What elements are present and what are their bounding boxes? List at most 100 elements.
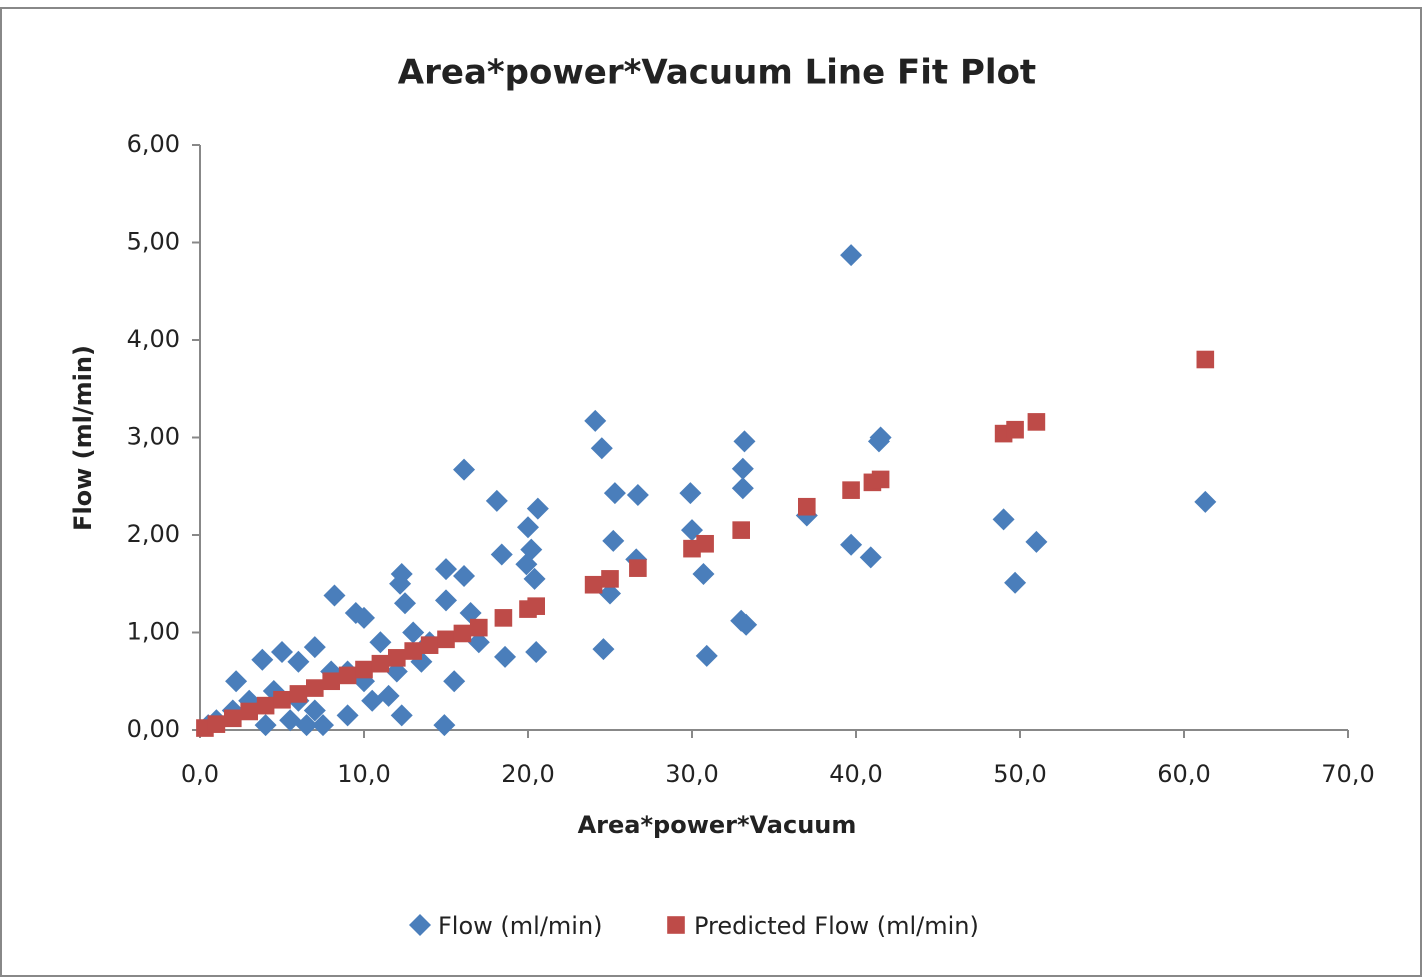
y-tick-label: 4,00 [127,325,180,353]
point [515,553,538,576]
x-tick-label: 20,0 [501,760,554,788]
legend-marker [667,916,685,934]
point [696,534,714,553]
point [732,521,750,539]
point [599,582,621,605]
point [692,563,715,585]
point [695,644,718,667]
point [526,497,549,520]
point [369,631,392,654]
point [287,650,310,673]
point [603,482,626,505]
point [1027,413,1046,431]
point [207,715,226,733]
point [389,572,412,595]
point [1194,490,1217,513]
point [433,714,456,737]
point [592,638,615,661]
y-tick-label: 6,00 [127,130,180,158]
point [251,648,274,671]
point [842,481,860,499]
point [240,702,258,721]
point [1004,571,1027,594]
point [371,654,390,673]
point [435,589,457,612]
point [394,592,416,615]
point [355,660,373,679]
point [1196,350,1215,369]
point [312,714,334,737]
point [254,714,277,737]
y-tick-label: 1,00 [127,618,180,646]
point [629,559,647,577]
point [470,618,488,637]
point [490,543,513,566]
y-tick-label: 2,00 [127,520,180,548]
point [353,606,375,629]
y-tick-label: 5,00 [127,228,180,256]
point [494,609,513,627]
chart-title: Area*power*Vacuum Line Fit Plot [398,53,1036,93]
point [225,670,248,693]
point [590,437,613,460]
x-tick-label: 30,0 [665,760,718,788]
point [443,670,466,693]
point [992,508,1015,531]
chart-frame [0,7,1422,977]
point [731,457,754,480]
point [323,584,346,607]
point [798,497,816,516]
point [871,470,890,489]
point [303,699,326,722]
point [485,489,508,512]
x-tick-label: 10,0 [337,760,390,788]
point [517,516,539,539]
point [459,602,482,624]
point [437,630,455,649]
point [256,696,275,715]
point [377,684,400,707]
legend-marker [409,914,431,936]
point [273,690,291,709]
y-tick-label: 0,00 [127,715,180,743]
point [840,533,863,556]
point [602,529,625,552]
x-tick-label: 0,0 [181,760,219,788]
point [404,642,422,660]
point [453,624,472,643]
x-tick-label: 50,0 [993,760,1046,788]
point [735,613,758,636]
legend-label: Flow (ml/min) [438,912,603,940]
x-tick-label: 70,0 [1321,760,1374,788]
point [584,409,607,432]
point [336,704,359,727]
point [731,477,754,500]
point [289,685,308,703]
point [1006,420,1024,439]
point [388,649,406,667]
point [525,641,548,663]
point [279,709,302,732]
x-tick-label: 40,0 [829,760,882,788]
point [402,621,425,644]
point [435,558,457,581]
point [467,631,490,654]
point [453,458,476,481]
point [733,430,756,453]
point [420,636,439,654]
point [322,672,340,691]
point [626,484,649,507]
point [338,666,357,685]
point [840,244,863,267]
y-tick-label: 3,00 [127,423,180,451]
point [1025,530,1048,553]
point [523,567,546,590]
point [390,704,413,727]
legend-label: Predicted Flow (ml/min) [694,912,979,940]
point [494,645,517,668]
point [306,679,324,697]
point [224,709,242,728]
point [601,570,619,588]
point [527,597,545,615]
point [361,689,384,712]
